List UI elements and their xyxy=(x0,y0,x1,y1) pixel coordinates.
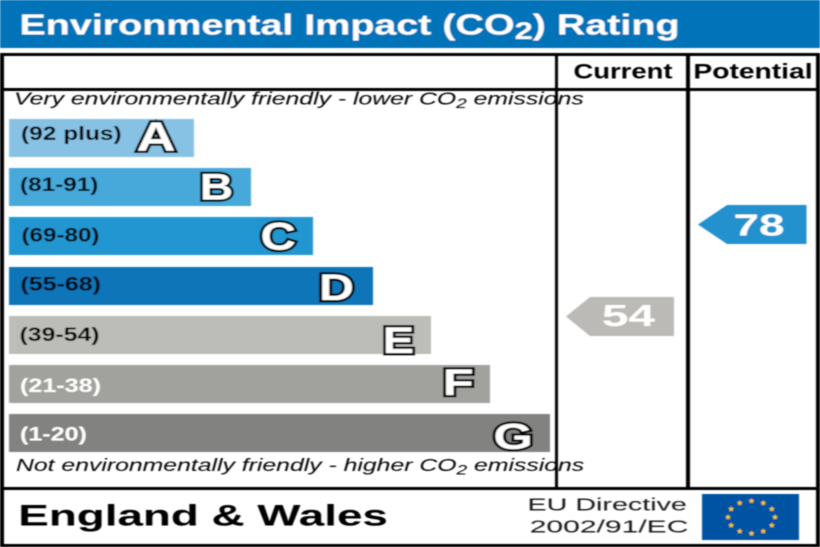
svg-text:England & Wales: England & Wales xyxy=(18,499,388,532)
svg-text:54: 54 xyxy=(602,298,656,333)
svg-text:78: 78 xyxy=(734,208,785,242)
svg-text:(69-80): (69-80) xyxy=(22,224,100,246)
svg-text:D: D xyxy=(319,267,354,309)
svg-text:E: E xyxy=(383,319,414,361)
svg-text:2002/91/EC: 2002/91/EC xyxy=(530,517,689,537)
svg-text:G: G xyxy=(494,417,533,458)
svg-text:Environmental Impact (CO2) Rat: Environmental Impact (CO2) Rating xyxy=(20,10,680,46)
svg-text:(21-38): (21-38) xyxy=(20,375,101,396)
svg-text:Potential: Potential xyxy=(693,60,812,84)
svg-text:C: C xyxy=(261,215,296,258)
svg-text:A: A xyxy=(136,115,175,160)
svg-text:(92 plus): (92 plus) xyxy=(21,122,122,144)
svg-text:(1-20): (1-20) xyxy=(20,424,87,445)
svg-text:(39-54): (39-54) xyxy=(20,324,100,346)
svg-text:Not environmentally friendly -: Not environmentally friendly - higher CO… xyxy=(16,455,584,477)
svg-text:Current: Current xyxy=(573,61,672,84)
svg-text:B: B xyxy=(200,165,233,207)
svg-text:Very environmentally friendly: Very environmentally friendly - lower CO… xyxy=(14,89,584,111)
svg-text:(55-68): (55-68) xyxy=(21,273,101,295)
svg-text:(81-91): (81-91) xyxy=(20,173,98,195)
svg-text:F: F xyxy=(443,362,474,403)
svg-text:EU Directive: EU Directive xyxy=(528,495,687,515)
